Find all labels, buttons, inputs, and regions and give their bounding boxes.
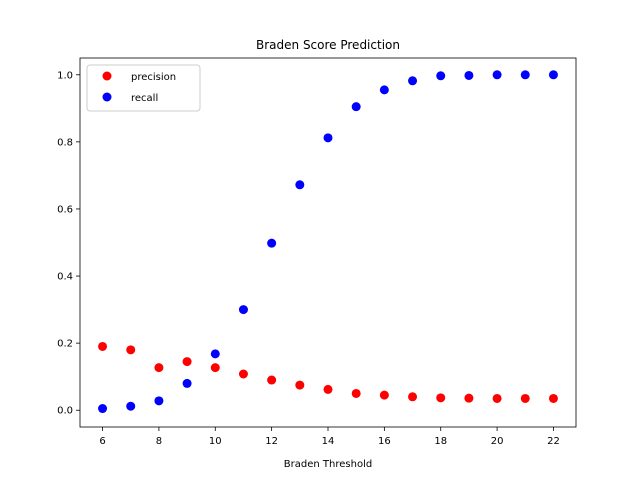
- precision-point: [295, 380, 305, 390]
- precision-point: [408, 392, 418, 402]
- recall-point: [351, 102, 361, 112]
- x-tick-label: 18: [434, 436, 447, 447]
- recall-point: [98, 404, 108, 414]
- legend: precision recall: [86, 64, 201, 112]
- precision-point: [351, 388, 361, 398]
- recall-point: [492, 70, 502, 80]
- chart-title: Braden Score Prediction: [256, 38, 400, 52]
- plot-frame: [79, 57, 577, 428]
- precision-point: [238, 369, 248, 379]
- legend-box: [86, 64, 201, 112]
- legend-marker-precision: [102, 71, 112, 81]
- x-tick-label: 8: [156, 436, 162, 447]
- precision-point: [154, 363, 164, 373]
- y-tick-label: 1.0: [57, 70, 73, 81]
- recall-point: [154, 396, 164, 406]
- recall-point: [548, 70, 558, 80]
- recall-point: [408, 76, 418, 86]
- data-points: [98, 70, 558, 414]
- recall-point: [379, 85, 389, 95]
- legend-label-recall: recall: [131, 93, 158, 104]
- precision-point: [323, 384, 333, 394]
- precision-point: [210, 363, 220, 373]
- precision-point: [464, 393, 474, 403]
- recall-point: [182, 378, 192, 388]
- x-tick-label: 16: [378, 436, 391, 447]
- recall-point: [323, 133, 333, 143]
- recall-point: [436, 71, 446, 81]
- x-tick-label: 14: [322, 436, 335, 447]
- precision-point: [126, 345, 136, 355]
- precision-point: [98, 341, 108, 351]
- x-tick-label: 20: [491, 436, 504, 447]
- y-tick-label: 0.2: [57, 339, 73, 350]
- precision-point: [436, 393, 446, 403]
- x-tick-label: 22: [547, 436, 560, 447]
- recall-point: [520, 70, 530, 80]
- precision-point: [267, 375, 277, 385]
- precision-point: [182, 357, 192, 367]
- recall-point: [210, 349, 220, 359]
- recall-point: [267, 238, 277, 248]
- recall-point: [295, 180, 305, 190]
- legend-marker-recall: [102, 92, 112, 102]
- legend-label-precision: precision: [131, 72, 176, 83]
- x-axis-label: Braden Threshold: [284, 459, 372, 470]
- y-axis-ticks: 0.0 0.2 0.4 0.6 0.8 1.0: [57, 70, 80, 417]
- recall-point: [238, 305, 248, 315]
- x-tick-label: 12: [265, 436, 278, 447]
- y-tick-label: 0.8: [57, 137, 73, 148]
- y-tick-label: 0.0: [57, 406, 73, 417]
- x-tick-label: 10: [209, 436, 222, 447]
- precision-point: [520, 393, 530, 403]
- precision-point: [492, 393, 502, 403]
- y-tick-label: 0.4: [57, 272, 73, 283]
- y-tick-label: 0.6: [57, 204, 73, 215]
- recall-point: [126, 401, 136, 411]
- recall-point: [464, 70, 474, 80]
- precision-point: [379, 390, 389, 400]
- x-tick-label: 6: [99, 436, 105, 447]
- x-axis-ticks: 6 8 10 12 14 16 18 20 22: [99, 427, 560, 447]
- precision-point: [548, 393, 558, 403]
